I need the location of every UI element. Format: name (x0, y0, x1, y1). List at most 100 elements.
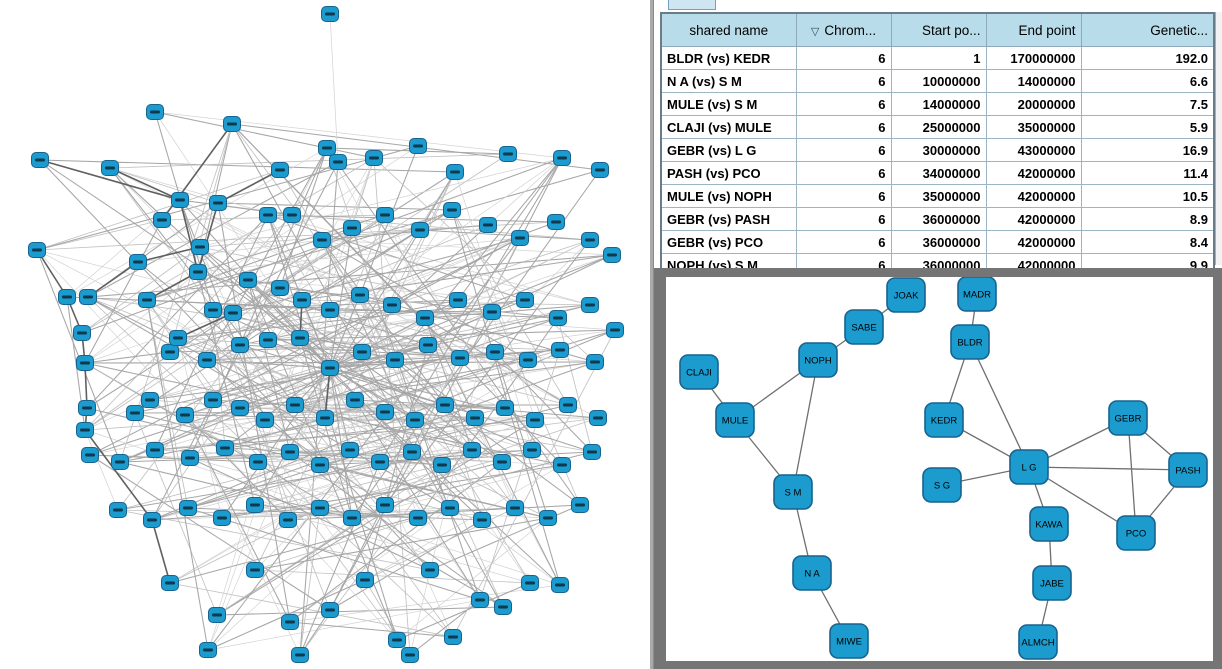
table-cell[interactable]: 6 (795, 115, 892, 139)
table-cell[interactable]: 43000000 (985, 138, 1082, 162)
table-cell[interactable]: 6 (795, 92, 892, 116)
table-row[interactable]: GEBR (vs) L G 6 30000000 43000000 16.9 (660, 138, 1215, 162)
subnetwork-node-almch[interactable]: ALMCH (1018, 624, 1058, 660)
table-cell[interactable]: 20000000 (985, 92, 1082, 116)
panel-divider[interactable] (650, 0, 654, 669)
column-header-startpo[interactable]: Start po... (890, 12, 987, 47)
table-cell[interactable]: GEBR (vs) PCO (660, 230, 797, 254)
network-edge (169, 582, 454, 638)
subnetwork-node-kawa[interactable]: KAWA (1029, 506, 1069, 542)
main-network-canvas[interactable] (0, 0, 650, 669)
subnetwork-node-label: JABE (1040, 579, 1064, 590)
table-cell[interactable]: 8.4 (1080, 230, 1215, 254)
table-row[interactable]: GEBR (vs) PCO 6 36000000 42000000 8.4 (660, 230, 1215, 254)
table-cell[interactable]: 25000000 (890, 115, 987, 139)
node-label-smudge (483, 223, 493, 227)
subnetwork-node-sg[interactable]: S G (922, 467, 962, 503)
table-cell[interactable]: 10000000 (890, 69, 987, 93)
column-header-sharedname[interactable]: shared name (660, 12, 797, 47)
table-row[interactable]: N A (vs) S M 6 10000000 14000000 6.6 (660, 69, 1215, 93)
column-header-chrom[interactable]: ▽ Chrom... (795, 12, 892, 47)
filter-icon[interactable]: ▽ (810, 25, 820, 38)
table-cell[interactable]: BLDR (vs) KEDR (660, 46, 797, 70)
table-cell[interactable]: 34000000 (890, 161, 987, 185)
table-cell[interactable]: 11.4 (1080, 161, 1215, 185)
table-scrollbar[interactable] (1215, 12, 1222, 265)
subnetwork-node-lg[interactable]: L G (1009, 449, 1049, 485)
subnetwork-node-mule[interactable]: MULE (715, 402, 755, 438)
subnetwork-node-pco[interactable]: PCO (1116, 515, 1156, 551)
table-cell[interactable]: 14000000 (890, 92, 987, 116)
table-cell[interactable]: 36000000 (890, 230, 987, 254)
table-cell[interactable]: CLAJI (vs) MULE (660, 115, 797, 139)
table-cell[interactable]: 30000000 (890, 138, 987, 162)
network-edge (109, 167, 296, 406)
subnetwork-node-joak[interactable]: JOAK (886, 277, 926, 313)
table-cell[interactable]: 6 (795, 207, 892, 231)
table-cell[interactable]: 42000000 (985, 161, 1082, 185)
main-network-view[interactable] (0, 0, 650, 669)
table-cell[interactable]: 36000000 (890, 207, 987, 231)
subnetwork-node-miwe[interactable]: MIWE (829, 623, 869, 659)
table-cell[interactable]: 6 (795, 161, 892, 185)
table-cell[interactable]: 6.6 (1080, 69, 1215, 93)
table-cell[interactable]: 6 (795, 138, 892, 162)
table-row[interactable]: MULE (vs) NOPH 6 35000000 42000000 10.5 (660, 184, 1215, 208)
subnetwork-node-pash[interactable]: PASH (1168, 452, 1208, 488)
subnetwork-node-na[interactable]: N A (792, 555, 832, 591)
table-cell[interactable]: 35000000 (985, 115, 1082, 139)
table-cell[interactable]: 6 (795, 46, 892, 70)
table-cell[interactable]: 42000000 (985, 230, 1082, 254)
subnetwork-node-madr[interactable]: MADR (957, 276, 997, 312)
toolbar-tab-fragment[interactable] (668, 0, 716, 10)
subnetwork-node-jabe[interactable]: JABE (1032, 565, 1072, 601)
table-row[interactable]: GEBR (vs) PASH 6 36000000 42000000 8.9 (660, 207, 1215, 231)
table-cell[interactable]: 16.9 (1080, 138, 1215, 162)
table-cell[interactable]: GEBR (vs) L G (660, 138, 797, 162)
node-label-smudge (175, 198, 185, 202)
table-row[interactable]: CLAJI (vs) MULE 6 25000000 35000000 5.9 (660, 115, 1215, 139)
network-edge (411, 237, 521, 453)
table-cell[interactable]: 10.5 (1080, 184, 1215, 208)
node-label-smudge (263, 213, 273, 217)
network-edge (84, 271, 199, 364)
table-cell[interactable]: 14000000 (985, 69, 1082, 93)
node-label-smudge (503, 152, 513, 156)
subnetwork-node-noph[interactable]: NOPH (798, 342, 838, 378)
table-cell[interactable]: 7.5 (1080, 92, 1215, 116)
table-cell[interactable]: MULE (vs) NOPH (660, 184, 797, 208)
table-cell[interactable]: 6 (795, 69, 892, 93)
table-cell[interactable]: GEBR (vs) PASH (660, 207, 797, 231)
table-cell[interactable]: 42000000 (985, 207, 1082, 231)
subnetwork-node-gebr[interactable]: GEBR (1108, 400, 1148, 436)
node-label-smudge (407, 450, 417, 454)
table-cell[interactable]: 42000000 (985, 184, 1082, 208)
table-cell[interactable]: 5.9 (1080, 115, 1215, 139)
table-cell[interactable]: 6 (795, 230, 892, 254)
table-cell[interactable]: N A (vs) S M (660, 69, 797, 93)
table-cell[interactable]: 1 (890, 46, 987, 70)
network-edge (207, 599, 481, 651)
subnetwork-node-claji[interactable]: CLAJI (679, 354, 719, 390)
table-row[interactable]: MULE (vs) S M 6 14000000 20000000 7.5 (660, 92, 1215, 116)
table-cell[interactable]: 192.0 (1080, 46, 1215, 70)
subnetwork-node-kedr[interactable]: KEDR (924, 402, 964, 438)
column-header-label: Genetic... (1150, 22, 1208, 38)
subnetwork-node-sabe[interactable]: SABE (844, 309, 884, 345)
subnetwork-view[interactable]: JOAK MADR SABE BLDR NOPH CLAJI GEBR KEDR MULE L G… (666, 276, 1213, 661)
table-row[interactable]: BLDR (vs) KEDR 6 1 170000000 192.0 (660, 46, 1215, 70)
column-header-endpoint[interactable]: End point (985, 12, 1082, 47)
subnetwork-node-sm[interactable]: S M (773, 474, 813, 510)
subnetwork-canvas[interactable]: JOAK MADR SABE BLDR NOPH CLAJI GEBR KEDR MULE L G… (666, 276, 1213, 661)
table-cell[interactable]: 170000000 (985, 46, 1082, 70)
table-cell[interactable]: 6 (795, 184, 892, 208)
table-cell[interactable]: 8.9 (1080, 207, 1215, 231)
table-cell[interactable]: MULE (vs) S M (660, 92, 797, 116)
column-header-label: Chrom... (824, 22, 877, 38)
node-label-smudge (355, 293, 365, 297)
table-cell[interactable]: PASH (vs) PCO (660, 161, 797, 185)
subnetwork-node-bldr[interactable]: BLDR (950, 324, 990, 360)
table-row[interactable]: PASH (vs) PCO 6 34000000 42000000 11.4 (660, 161, 1215, 185)
table-cell[interactable]: 35000000 (890, 184, 987, 208)
column-header-genetic[interactable]: Genetic... (1080, 12, 1215, 47)
